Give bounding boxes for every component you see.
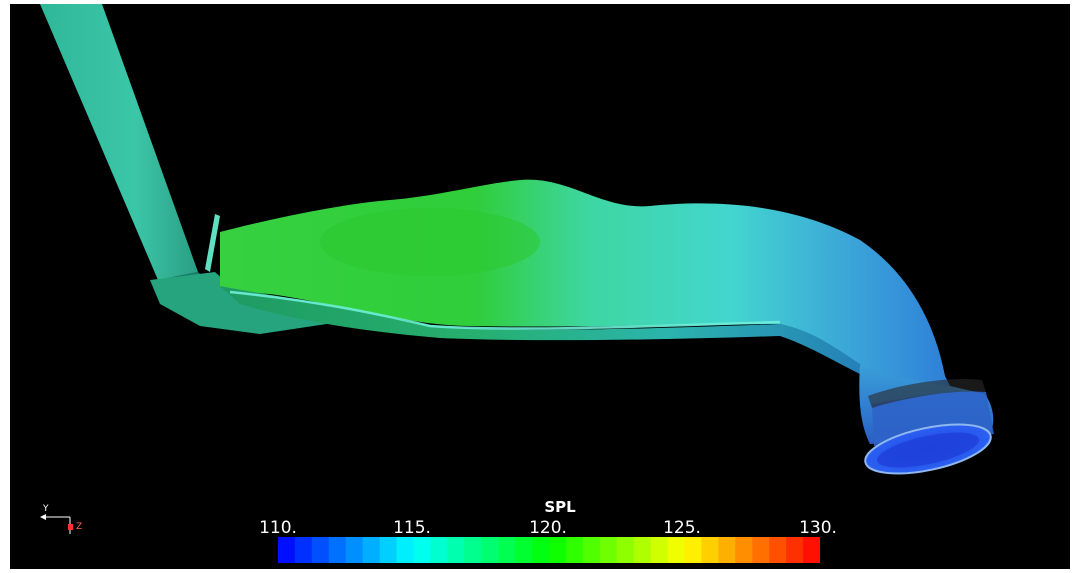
colorbar-band <box>599 537 618 563</box>
colorbar-band <box>498 537 516 563</box>
axis-z-label: Z <box>76 522 83 532</box>
colorbar-band <box>532 537 550 563</box>
colorbar-band <box>803 537 820 563</box>
legend-tick-115: 115. <box>393 518 431 538</box>
colorbar-band <box>396 537 415 563</box>
colorbar-band <box>430 537 448 563</box>
render-viewport[interactable]: Y Z SPL 110. 115. 120. 125. 130. <box>10 4 1070 569</box>
colorbar-band <box>769 537 787 563</box>
colorbar-band <box>515 537 533 563</box>
colorbar-band <box>379 537 398 563</box>
colorbar-band <box>684 537 703 563</box>
colorbar-band <box>616 537 635 563</box>
colorbar-band <box>650 537 669 563</box>
colorbar-band <box>701 537 719 563</box>
colorbar-band <box>752 537 770 563</box>
legend-tick-120: 120. <box>529 518 567 538</box>
legend-title: SPL <box>544 498 576 516</box>
colorbar-band <box>447 537 465 563</box>
colorbar-band <box>311 537 330 563</box>
colorbar-band <box>565 537 584 563</box>
colorbar-band <box>413 537 432 563</box>
colorbar-band <box>718 537 736 563</box>
colorbar-band <box>345 537 364 563</box>
colorbar-band <box>294 537 313 563</box>
junction-flange <box>205 214 220 272</box>
colorbar-band <box>582 537 601 563</box>
legend-tick-110: 110. <box>259 518 297 538</box>
legend-tick-130: 130. <box>799 518 837 538</box>
colorbar-band <box>464 537 482 563</box>
inlet-duct <box>40 4 198 280</box>
colorbar-band <box>481 537 499 563</box>
colorbar-band <box>786 537 804 563</box>
duct-scene <box>40 4 994 534</box>
outlet-opening-inner <box>877 432 979 468</box>
colorbar-band <box>667 537 686 563</box>
axis-y-label: Y <box>43 504 49 514</box>
duct-edge-highlight <box>229 290 781 330</box>
colorbar-band <box>735 537 753 563</box>
high-spl-region <box>320 208 540 276</box>
colorbar-band <box>362 537 381 563</box>
colorbar-band <box>328 537 347 563</box>
colorbar-band <box>549 537 567 563</box>
legend-colorbar <box>278 537 820 563</box>
colorbar-band <box>633 537 652 563</box>
axes-triad <box>40 514 73 534</box>
outlet-collar-band <box>868 378 986 408</box>
duct-underside <box>220 286 860 374</box>
legend-tick-125: 125. <box>663 518 701 538</box>
colorbar-band <box>278 537 296 563</box>
